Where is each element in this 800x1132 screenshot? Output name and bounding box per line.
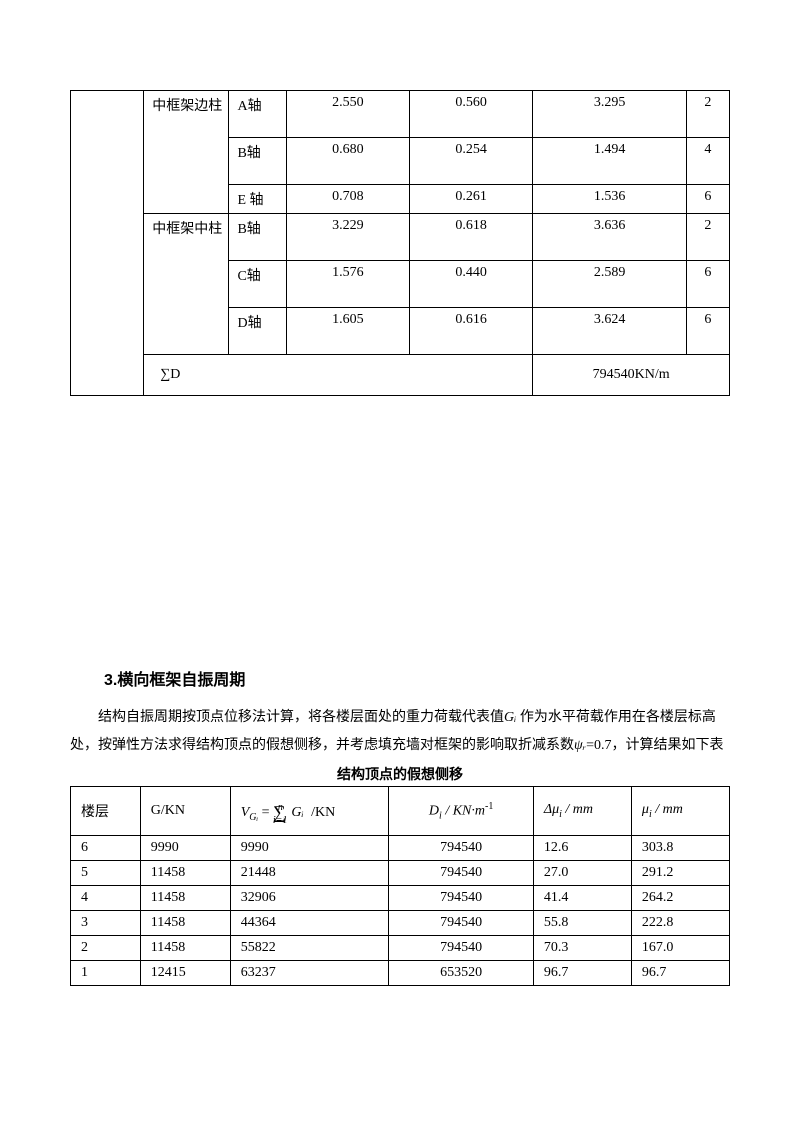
val4: 6	[686, 308, 729, 355]
val3: 3.624	[533, 308, 686, 355]
col-mu: μi / mm	[631, 787, 729, 836]
cell-c2: 55822	[230, 936, 389, 961]
axis: C轴	[229, 261, 286, 308]
cell-c3: 794540	[389, 911, 534, 936]
val1: 2.550	[286, 91, 409, 138]
val3: 3.636	[533, 214, 686, 261]
sum-label: ∑D	[144, 355, 533, 396]
cell-c1: 11458	[140, 911, 230, 936]
displacement-table: 楼层 G/KN VGᵢ = ∑ni=1Gᵢ /KN Di / KN·m-1 Δμ…	[70, 786, 730, 986]
axis: B轴	[229, 214, 286, 261]
cell-c3: 653520	[389, 961, 534, 986]
cell-c1: 11458	[140, 886, 230, 911]
table2-caption: 结构顶点的假想侧移	[70, 764, 730, 784]
cell-c5: 264.2	[631, 886, 729, 911]
cell-c4: 12.6	[533, 836, 631, 861]
val2: 0.618	[410, 214, 533, 261]
col-floor: 楼层	[71, 787, 141, 836]
cell-c0: 1	[71, 961, 141, 986]
sum-value: 794540KN/m	[533, 355, 730, 396]
cell-c1: 12415	[140, 961, 230, 986]
val2: 0.560	[410, 91, 533, 138]
col-vg: VGᵢ = ∑ni=1Gᵢ /KN	[230, 787, 389, 836]
axis: E 轴	[229, 185, 286, 214]
col-g: G/KN	[140, 787, 230, 836]
val2: 0.440	[410, 261, 533, 308]
val4: 2	[686, 214, 729, 261]
val3: 2.589	[533, 261, 686, 308]
cell-c1: 11458	[140, 861, 230, 886]
val1: 1.576	[286, 261, 409, 308]
cell-c0: 5	[71, 861, 141, 886]
cell-c5: 167.0	[631, 936, 729, 961]
axis: A轴	[229, 91, 286, 138]
cell-c4: 27.0	[533, 861, 631, 886]
cell-c4: 96.7	[533, 961, 631, 986]
cell-c0: 4	[71, 886, 141, 911]
cell-c2: 32906	[230, 886, 389, 911]
stiffness-table: 中框架边柱A轴2.5500.5603.2952B轴0.6800.2541.494…	[70, 90, 730, 396]
row-group-label: 中框架边柱	[144, 91, 229, 214]
val1: 3.229	[286, 214, 409, 261]
cell-c1: 9990	[140, 836, 230, 861]
cell-c3: 794540	[389, 936, 534, 961]
cell-c5: 222.8	[631, 911, 729, 936]
val3: 1.494	[533, 138, 686, 185]
cell-c4: 70.3	[533, 936, 631, 961]
val2: 0.616	[410, 308, 533, 355]
col-d: Di / KN·m-1	[389, 787, 534, 836]
cell-c5: 291.2	[631, 861, 729, 886]
cell-c2: 63237	[230, 961, 389, 986]
val4: 2	[686, 91, 729, 138]
cell-c0: 6	[71, 836, 141, 861]
val1: 1.605	[286, 308, 409, 355]
cell-c0: 2	[71, 936, 141, 961]
cell-c3: 794540	[389, 861, 534, 886]
col-dmu: Δμi / mm	[533, 787, 631, 836]
val2: 0.254	[410, 138, 533, 185]
val4: 4	[686, 138, 729, 185]
val1: 0.680	[286, 138, 409, 185]
cell-c4: 41.4	[533, 886, 631, 911]
cell-c5: 96.7	[631, 961, 729, 986]
val2: 0.261	[410, 185, 533, 214]
cell-c2: 44364	[230, 911, 389, 936]
cell-c1: 11458	[140, 936, 230, 961]
cell-c0: 3	[71, 911, 141, 936]
cell-c3: 794540	[389, 836, 534, 861]
cell-c2: 9990	[230, 836, 389, 861]
cell-c2: 21448	[230, 861, 389, 886]
cell-c5: 303.8	[631, 836, 729, 861]
axis: B轴	[229, 138, 286, 185]
val3: 1.536	[533, 185, 686, 214]
paragraph: 结构自振周期按顶点位移法计算，将各楼层面处的重力荷载代表值Gᵢ 作为水平荷载作用…	[70, 704, 730, 760]
val4: 6	[686, 185, 729, 214]
val3: 3.295	[533, 91, 686, 138]
empty-leading-cell	[71, 91, 144, 396]
cell-c4: 55.8	[533, 911, 631, 936]
row-group-label: 中框架中柱	[144, 214, 229, 355]
val4: 6	[686, 261, 729, 308]
cell-c3: 794540	[389, 886, 534, 911]
val1: 0.708	[286, 185, 409, 214]
axis: D轴	[229, 308, 286, 355]
section-title: 3.横向框架自振周期	[104, 666, 730, 690]
